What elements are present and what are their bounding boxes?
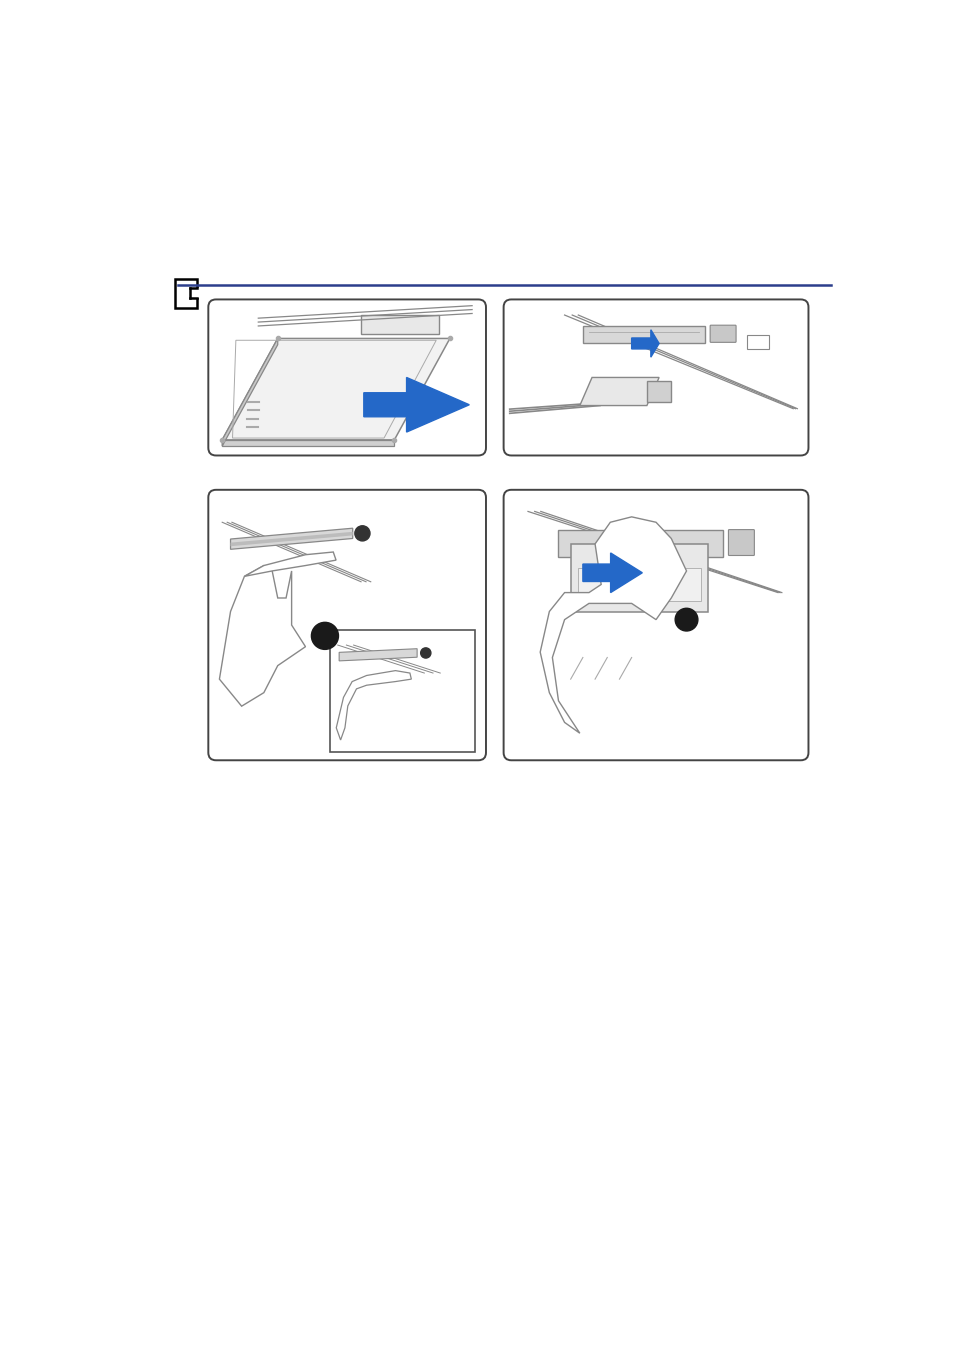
FancyBboxPatch shape bbox=[208, 490, 485, 761]
Polygon shape bbox=[570, 544, 707, 612]
Polygon shape bbox=[222, 339, 450, 440]
Polygon shape bbox=[339, 648, 416, 661]
FancyBboxPatch shape bbox=[577, 567, 700, 601]
FancyBboxPatch shape bbox=[728, 530, 754, 555]
Polygon shape bbox=[219, 566, 305, 707]
FancyBboxPatch shape bbox=[208, 300, 485, 455]
Polygon shape bbox=[231, 528, 353, 550]
Circle shape bbox=[355, 526, 370, 540]
Polygon shape bbox=[222, 339, 277, 446]
FancyBboxPatch shape bbox=[360, 315, 438, 334]
Polygon shape bbox=[363, 377, 469, 432]
Circle shape bbox=[675, 608, 698, 631]
Polygon shape bbox=[335, 670, 411, 740]
Polygon shape bbox=[244, 553, 335, 577]
Polygon shape bbox=[646, 381, 671, 401]
Polygon shape bbox=[579, 377, 659, 405]
FancyBboxPatch shape bbox=[190, 288, 274, 299]
Polygon shape bbox=[222, 440, 394, 446]
FancyBboxPatch shape bbox=[330, 631, 475, 753]
Polygon shape bbox=[631, 330, 659, 357]
Polygon shape bbox=[231, 532, 353, 546]
FancyBboxPatch shape bbox=[709, 326, 736, 342]
FancyBboxPatch shape bbox=[174, 278, 196, 308]
Polygon shape bbox=[582, 553, 641, 593]
Circle shape bbox=[311, 623, 338, 650]
FancyBboxPatch shape bbox=[747, 335, 768, 350]
FancyBboxPatch shape bbox=[503, 300, 807, 455]
Polygon shape bbox=[582, 326, 704, 343]
Circle shape bbox=[420, 648, 431, 658]
Polygon shape bbox=[539, 517, 686, 734]
FancyBboxPatch shape bbox=[503, 490, 807, 761]
Polygon shape bbox=[558, 531, 722, 558]
